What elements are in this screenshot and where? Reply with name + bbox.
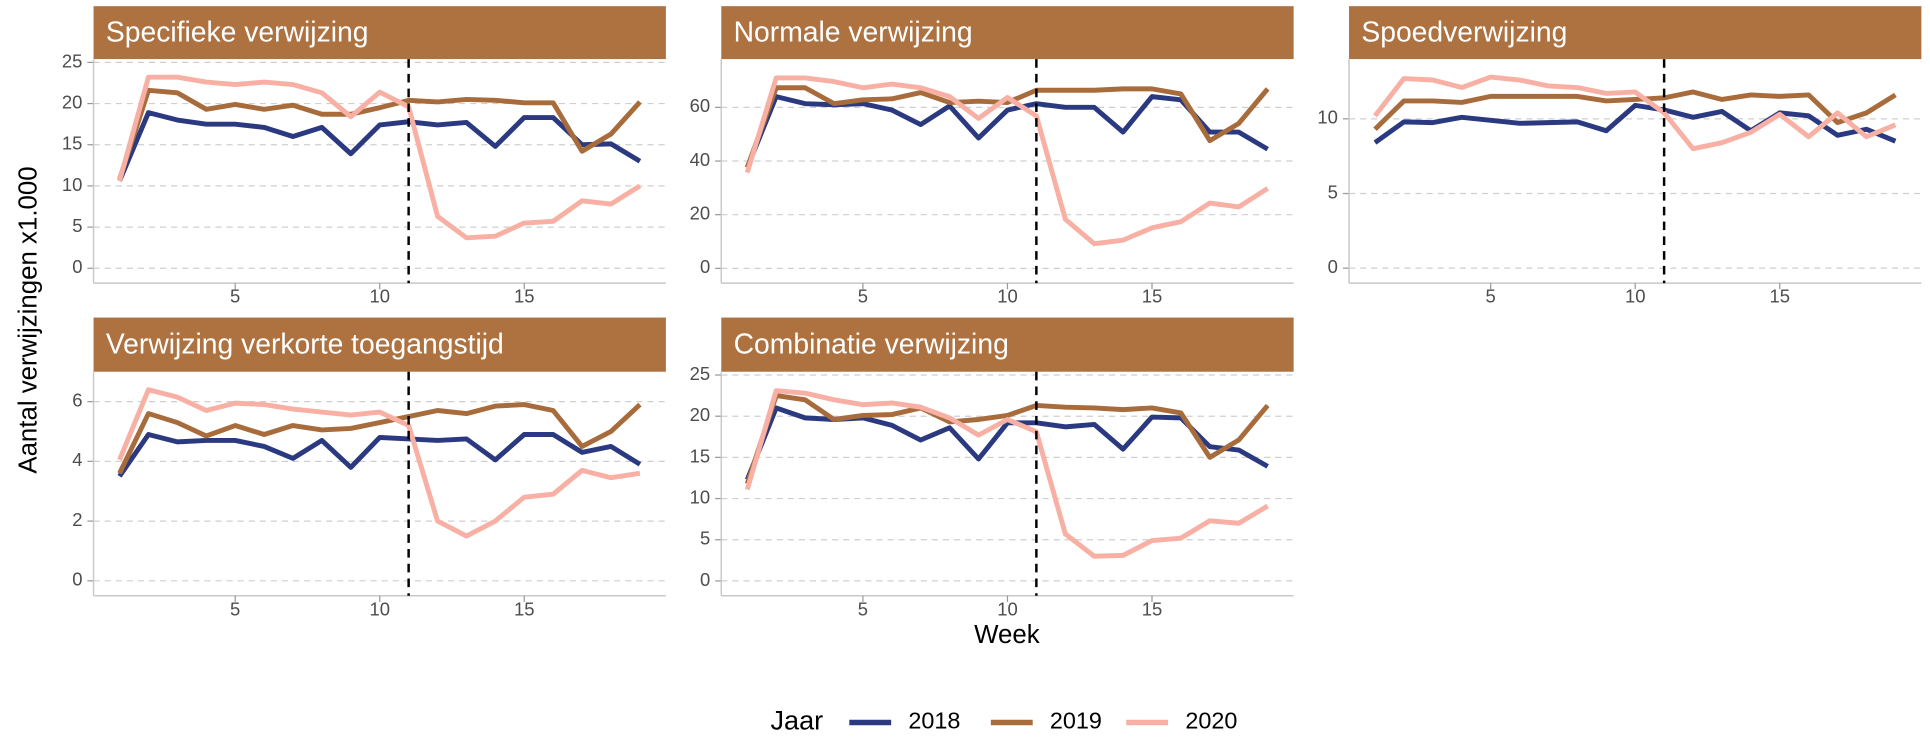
strip <box>93 6 666 60</box>
y-tick-label: 0 <box>700 256 710 277</box>
strip-title: Specifieke verwijzing <box>106 15 369 47</box>
strip <box>1349 6 1922 60</box>
series-line <box>117 87 642 181</box>
y-tick-label: 25 <box>62 50 83 71</box>
x-tick-label: 5 <box>230 598 240 619</box>
x-tick-label: 15 <box>1142 598 1163 619</box>
series-line <box>117 432 642 478</box>
y-tick-label: 4 <box>72 449 82 470</box>
strip <box>721 6 1294 60</box>
y-axis-title: Aantal verwijzingen x1.000 <box>14 166 42 473</box>
y-tick-label: 0 <box>72 569 82 590</box>
strip-title: Verwijzing verkorte toegangstijd <box>106 327 504 359</box>
strip-title: Combinatie verwijzing <box>734 327 1009 359</box>
x-tick-label: 10 <box>1625 286 1646 307</box>
x-tick-label: 5 <box>858 286 868 307</box>
strip-title: Normale verwijzing <box>734 15 973 47</box>
legend-label: 2018 <box>908 708 960 734</box>
y-tick-label: 15 <box>690 445 711 466</box>
series-line <box>1373 74 1897 152</box>
series-line <box>1373 89 1897 132</box>
series-line <box>117 387 641 539</box>
x-tick-label: 5 <box>1486 286 1496 307</box>
y-tick-label: 6 <box>72 389 82 410</box>
x-tick-label: 10 <box>997 598 1018 619</box>
y-tick-label: 5 <box>700 528 710 549</box>
y-tick-label: 0 <box>700 569 710 590</box>
x-tick-label: 15 <box>1769 286 1790 307</box>
x-tick-label: 5 <box>858 598 868 619</box>
series-line <box>744 85 1270 169</box>
series-line <box>117 402 642 475</box>
y-tick-label: 5 <box>1328 181 1338 202</box>
y-tick-label: 5 <box>72 215 82 236</box>
y-tick-label: 60 <box>690 95 711 116</box>
y-tick-label: 20 <box>690 404 711 425</box>
strip <box>93 317 666 372</box>
strip <box>721 317 1294 372</box>
y-tick-label: 10 <box>62 174 83 195</box>
legend-label: 2020 <box>1185 708 1237 734</box>
y-tick-label: 20 <box>62 91 83 112</box>
strip-title: Spoedverwijzing <box>1361 15 1567 47</box>
y-tick-label: 10 <box>690 486 711 507</box>
y-tick-label: 0 <box>72 256 82 277</box>
y-tick-label: 15 <box>62 133 83 154</box>
y-tick-label: 2 <box>72 509 82 530</box>
legend-label: 2019 <box>1050 708 1102 734</box>
series-line <box>744 75 1269 247</box>
y-tick-label: 0 <box>1328 256 1338 277</box>
legend-title: Jaar <box>771 705 824 736</box>
x-axis-title: Week <box>974 621 1040 649</box>
series-line <box>744 388 1269 559</box>
x-tick-label: 10 <box>997 286 1018 307</box>
y-tick-label: 25 <box>690 363 711 384</box>
series-line <box>1373 102 1897 145</box>
y-tick-label: 40 <box>690 149 711 170</box>
series-line <box>744 393 1270 485</box>
x-tick-label: 10 <box>369 598 390 619</box>
x-tick-label: 15 <box>514 598 535 619</box>
y-tick-label: 20 <box>690 203 711 224</box>
x-tick-label: 5 <box>230 286 240 307</box>
series-line <box>117 110 642 182</box>
x-tick-label: 10 <box>369 286 390 307</box>
x-tick-label: 15 <box>1142 286 1163 307</box>
y-tick-label: 10 <box>1317 107 1338 128</box>
x-tick-label: 15 <box>514 286 535 307</box>
series-line <box>117 74 642 241</box>
